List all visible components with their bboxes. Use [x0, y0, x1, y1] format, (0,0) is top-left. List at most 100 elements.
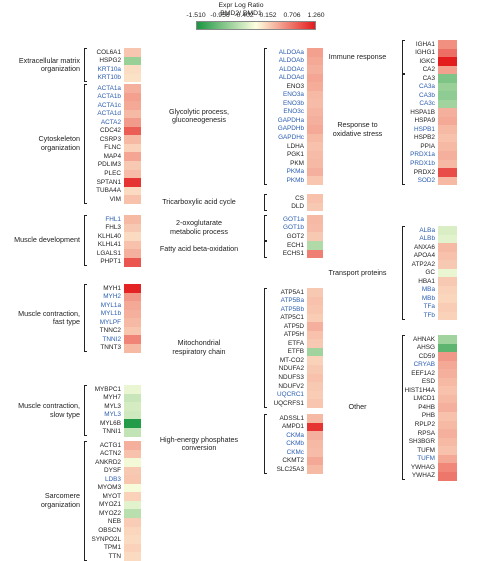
- gene-label: ALDOAd: [278, 74, 304, 82]
- heatmap-cell: [307, 288, 323, 297]
- legend-tick-label: 0.152: [259, 12, 277, 19]
- heatmap-cell: [438, 335, 457, 344]
- group-label-line: gluconeogenesis: [172, 115, 226, 125]
- heatmap-cell: [438, 168, 457, 177]
- gene-label: GAPDHa: [277, 116, 304, 124]
- group-label: Muscle contraction, fast type: [2, 284, 80, 352]
- group-label-line: metabolic process: [170, 226, 228, 236]
- heatmap-cell: [307, 107, 323, 117]
- heatmap-cell: [307, 399, 323, 408]
- gene-label: ESD: [421, 378, 435, 386]
- gene-label: PDLIM3: [97, 161, 121, 169]
- heatmap-cell: [438, 91, 457, 100]
- gene-label: ATP5Bb: [280, 305, 304, 313]
- heatmap-cell: [124, 517, 141, 527]
- gene-label: MYLPF: [99, 318, 121, 326]
- heatmap-cell: [307, 99, 323, 109]
- heatmap-cell: [307, 194, 323, 203]
- heatmap-cell: [307, 448, 323, 457]
- gene-label: TUFM: [417, 446, 435, 454]
- gene-label: PRDX1a: [410, 151, 435, 159]
- gene-label: ENO3a: [283, 91, 304, 99]
- legend-title-line2: BMD2/ BMD1: [220, 10, 262, 17]
- heatmap-cell: [307, 48, 323, 57]
- group-label-line: conversion: [181, 442, 217, 452]
- gene-label: ACTA1c: [97, 101, 121, 109]
- heatmap-cell: [307, 202, 323, 212]
- heatmap-cell: [124, 301, 141, 310]
- gene-label: FLNC: [104, 144, 121, 152]
- group-label-line: Transport proteins: [328, 267, 387, 277]
- group-label-line: organization: [40, 142, 80, 152]
- gene-label: APOA4: [413, 252, 435, 260]
- group-label-line: Mitochondrial: [177, 338, 221, 348]
- gene-label: TNNC2: [99, 327, 121, 335]
- gene-label: PRDX2: [413, 168, 435, 176]
- gene-label: ACTA1a: [97, 84, 121, 92]
- gene-label: CA3c: [419, 100, 435, 108]
- heatmap-cell: [438, 74, 457, 83]
- gene-label: ATP5A1: [280, 288, 304, 296]
- gene-label: ALBb: [419, 235, 435, 243]
- group-label: Mitochondrial respiratory chain: [146, 288, 252, 408]
- group-bracket: [84, 441, 87, 561]
- heatmap-cell: [124, 65, 141, 74]
- heatmap-cell: [438, 420, 457, 430]
- gene-label: YWHAG: [410, 463, 435, 471]
- legend-title-line1: Expr Log Ratio: [218, 2, 264, 9]
- heatmap-cell: [124, 152, 141, 162]
- gene-label: IGHA1: [415, 40, 435, 48]
- group-label: Tricarboxylic acid cycle: [146, 194, 252, 211]
- heatmap-cell: [124, 186, 141, 196]
- gene-label: RPSA: [417, 429, 435, 437]
- heatmap-cell: [438, 150, 457, 160]
- heatmap-cell: [438, 277, 457, 287]
- gene-label: NDUFS3: [278, 374, 304, 381]
- heatmap-cell: [124, 292, 141, 302]
- gene-label: ACTN2: [100, 450, 121, 458]
- gene-label: NEB: [107, 518, 121, 526]
- gene-label: KRT10b: [97, 74, 121, 82]
- gene-label: NDUFA2: [278, 365, 304, 373]
- heatmap-cell: [124, 500, 141, 510]
- heatmap-cell: [438, 429, 457, 438]
- heatmap-cell: [438, 57, 457, 66]
- heatmap-cell: [307, 73, 323, 83]
- heatmap-cell: [307, 56, 323, 66]
- heatmap-cell: [438, 437, 457, 447]
- gene-label: PKM: [290, 159, 304, 167]
- heatmap-cell: [307, 382, 323, 391]
- gene-label: CA2: [422, 66, 435, 74]
- heatmap-cell: [438, 40, 457, 49]
- group-bracket: [402, 40, 405, 75]
- group-label-line: Other: [348, 402, 367, 412]
- gene-label: AHNAK: [412, 335, 435, 343]
- group-label-line: organization: [40, 64, 80, 74]
- gene-label: EEF1A2: [411, 369, 435, 377]
- gene-label: HSPB1: [414, 125, 435, 133]
- legend-tick-label: 0.706: [283, 12, 301, 19]
- group-label-line: Glycolytic process,: [169, 106, 229, 116]
- heatmap-cell: [438, 411, 457, 421]
- gene-label: MBb: [421, 294, 435, 302]
- gene-label: ENO3b: [283, 99, 304, 107]
- gene-label: ATP2A2: [411, 260, 435, 268]
- gene-label: HSPA9: [414, 117, 435, 125]
- heatmap-cell: [307, 241, 323, 250]
- gene-label: ECHS1: [282, 250, 304, 258]
- group-label: 2-oxoglutarate metabolic process: [146, 215, 252, 241]
- gene-label: MBa: [421, 286, 435, 294]
- gene-label: GC: [425, 269, 435, 277]
- group-bracket: [264, 48, 267, 185]
- heatmap-cell: [438, 302, 457, 312]
- group-label-line: Muscle contraction,: [18, 401, 80, 411]
- heatmap-cell: [124, 135, 141, 145]
- heatmap-cell: [124, 402, 141, 411]
- group-label: Cytoskeleton organization: [2, 84, 80, 204]
- heatmap-cell: [438, 234, 457, 244]
- heatmap-cell: [438, 369, 457, 378]
- group-bracket: [84, 48, 87, 83]
- group-label-line: respiratory chain: [172, 346, 226, 356]
- heatmap-cell: [438, 360, 457, 370]
- heatmap-cell: [438, 294, 457, 304]
